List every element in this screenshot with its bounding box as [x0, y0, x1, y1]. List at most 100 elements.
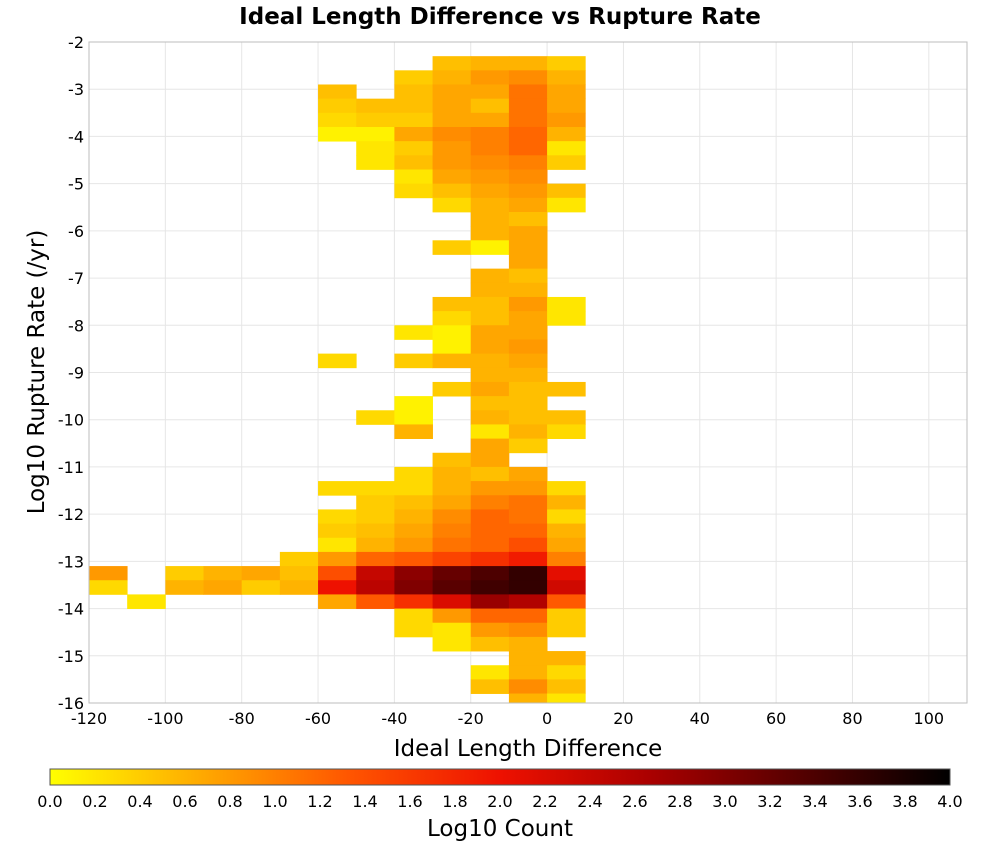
heatmap-cell: [318, 566, 357, 581]
colorbar-tick-label: 0.4: [127, 792, 152, 811]
heatmap-cell: [508, 169, 548, 185]
heatmap-cell: [241, 566, 281, 581]
heatmap-cell: [508, 211, 548, 227]
heatmap-cell: [432, 537, 472, 553]
heatmap-cell: [547, 580, 586, 595]
heatmap-cell: [318, 353, 357, 369]
heatmap-cell: [432, 353, 472, 369]
colorbar-tick-label: 3.4: [802, 792, 827, 811]
heatmap-cell: [470, 424, 510, 439]
heatmap-cell: [432, 169, 472, 185]
colorbar-label: Log10 Count: [427, 816, 573, 842]
heatmap-cell: [394, 580, 433, 595]
heatmap-cell: [356, 141, 395, 156]
x-tick-label: 100: [914, 709, 945, 728]
heatmap-cell: [547, 679, 586, 694]
colorbar-tick-label: 2.2: [532, 792, 557, 811]
heatmap-cell: [394, 566, 433, 581]
y-tick-label: -12: [58, 505, 84, 524]
colorbar-tick-label: 2.4: [577, 792, 602, 811]
heatmap-cell: [547, 651, 586, 666]
heatmap-cell: [508, 551, 548, 567]
heatmap-cell: [508, 84, 548, 100]
heatmap-cell: [547, 551, 586, 567]
colorbar-tick-label: 1.6: [397, 792, 422, 811]
heatmap-cell: [470, 141, 510, 156]
heatmap-cell: [432, 481, 472, 496]
heatmap-cell: [547, 608, 586, 624]
heatmap-cell: [470, 523, 510, 539]
heatmap-cell: [203, 566, 243, 581]
heatmap-cell: [318, 580, 357, 595]
y-tick-label: -15: [58, 647, 84, 666]
heatmap-cell: [508, 495, 548, 510]
heatmap-cell: [508, 226, 548, 241]
heatmap-cell: [356, 98, 395, 114]
colorbar-tick-label: 3.0: [712, 792, 737, 811]
heatmap-cell: [394, 396, 433, 411]
heatmap-cell: [394, 424, 433, 439]
y-tick-label: -5: [68, 175, 84, 194]
heatmap-cell: [356, 509, 395, 524]
heatmap-cell: [432, 155, 472, 170]
heatmap-cell: [508, 141, 548, 156]
heatmap-cell: [508, 537, 548, 553]
heatmap-cell: [547, 381, 586, 397]
heatmap-cell: [508, 424, 548, 439]
heatmap-cell: [432, 509, 472, 524]
heatmap-cell: [165, 580, 204, 595]
heatmap-cell: [508, 580, 548, 595]
heatmap-cell: [432, 112, 472, 128]
heatmap-cell: [356, 481, 395, 496]
heatmap-cell: [394, 84, 433, 100]
heatmap-cell: [470, 197, 510, 213]
colorbar-tick-label: 1.2: [307, 792, 332, 811]
heatmap-cell: [394, 183, 433, 199]
heatmap-cell: [470, 112, 510, 128]
heatmap-cell: [318, 84, 357, 100]
heatmap-cell: [508, 325, 548, 340]
heatmap-cell: [432, 608, 472, 624]
heatmap-cell: [508, 410, 548, 425]
heatmap-cell: [394, 112, 433, 128]
heatmap-cell: [508, 311, 548, 326]
y-tick-label: -7: [68, 269, 84, 288]
heatmap-cells: [89, 56, 586, 703]
heatmap-cell: [508, 651, 548, 666]
heatmap-cell: [432, 551, 472, 567]
heatmap-cell: [318, 98, 357, 114]
colorbar-tick-label: 0.0: [37, 792, 62, 811]
heatmap-cell: [470, 665, 510, 680]
heatmap-cell: [508, 155, 548, 170]
heatmap-cell: [508, 636, 548, 652]
heatmap-cell: [547, 481, 586, 496]
heatmap-cell: [432, 466, 472, 482]
heatmap-cell: [470, 183, 510, 199]
colorbar-tick-label: 2.8: [667, 792, 692, 811]
heatmap-cell: [547, 665, 586, 680]
heatmap-cell: [470, 211, 510, 227]
heatmap-cell: [547, 693, 586, 703]
y-tick-label: -13: [58, 552, 84, 571]
heatmap-cell: [508, 339, 548, 355]
heatmap-cell: [508, 594, 548, 609]
heatmap-cell: [470, 155, 510, 170]
heatmap-cell: [470, 636, 510, 652]
heatmap-cell: [508, 56, 548, 71]
y-tick-label: -4: [68, 127, 84, 146]
heatmap-cell: [470, 98, 510, 114]
heatmap-cell: [508, 396, 548, 411]
colorbar-tick-label: 2.0: [487, 792, 512, 811]
heatmap-cell: [470, 410, 510, 425]
heatmap-cell: [547, 311, 586, 326]
heatmap-cell: [470, 551, 510, 567]
heatmap-cell: [432, 381, 472, 397]
colorbar-tick-label: 1.8: [442, 792, 467, 811]
heatmap-cell: [547, 566, 586, 581]
heatmap-cell: [394, 551, 433, 567]
heatmap-cell: [394, 537, 433, 553]
heatmap-cell: [356, 410, 395, 425]
y-axis-label: Log10 Rupture Rate (/yr): [24, 230, 50, 515]
heatmap-cell: [547, 537, 586, 553]
